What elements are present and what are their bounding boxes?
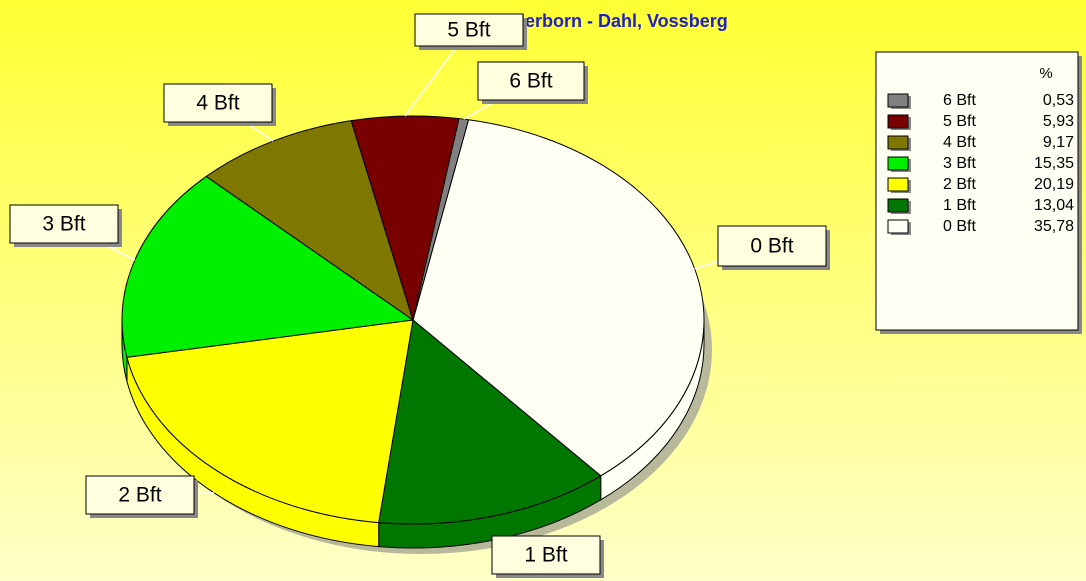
legend: % 6 Bft 0,53 5 Bft 5,93 4 Bft 9,17 3 Bft 15,35 2… [875, 51, 1082, 334]
slice-label: 0 Bft [750, 235, 793, 258]
legend-label: 1 Bft [943, 197, 976, 214]
label-box [163, 83, 273, 123]
legend-value: 35,78 [1034, 218, 1074, 235]
legend-label: 3 Bft [943, 155, 976, 172]
legend-value: 0,53 [1043, 92, 1074, 109]
legend-swatch [887, 114, 909, 129]
label-box [717, 225, 827, 267]
legend-swatch [887, 177, 909, 192]
slice [412, 118, 470, 321]
legend-label: 4 Bft [943, 134, 976, 151]
legend-swatch [887, 93, 909, 108]
legend-title: % [1039, 65, 1052, 82]
legend-label: 0 Bft [943, 218, 976, 235]
legend-value: 9,17 [1043, 134, 1074, 151]
legend-label: 2 Bft [943, 176, 976, 193]
legend-value: 15,35 [1034, 155, 1074, 172]
slice-label: 5 Bft [447, 19, 490, 42]
slice [121, 175, 415, 358]
slice-label: 3 Bft [42, 213, 85, 236]
label-box [85, 475, 195, 515]
chart-title: lerborn - Dahl, Vossberg [520, 11, 728, 31]
legend-swatch [887, 156, 909, 171]
legend-value: 20,19 [1034, 176, 1074, 193]
slice-label: 4 Bft [196, 92, 239, 115]
slice [378, 319, 602, 525]
legend-swatch [887, 219, 909, 234]
slice-label: 1 Bft [524, 544, 567, 567]
legend-value: 13,04 [1034, 197, 1074, 214]
label-box [414, 13, 524, 47]
slice [126, 319, 414, 524]
slice-labels: 0 Bft 1 Bft 2 Bft 3 Bft 4 Bft 5 Bft 6 Bft [9, 13, 830, 578]
legend-label: 5 Bft [943, 113, 976, 130]
label-box [9, 204, 119, 244]
slice [205, 120, 414, 322]
legend-swatch [887, 135, 909, 150]
slice-label: 6 Bft [509, 70, 552, 93]
legend-value: 5,93 [1043, 113, 1074, 130]
legend-label: 6 Bft [943, 92, 976, 109]
slice [412, 119, 705, 477]
slice-label: 2 Bft [118, 484, 161, 507]
label-box [491, 535, 601, 575]
pie [121, 115, 712, 554]
label-box [477, 61, 585, 101]
legend-swatch [887, 198, 909, 213]
